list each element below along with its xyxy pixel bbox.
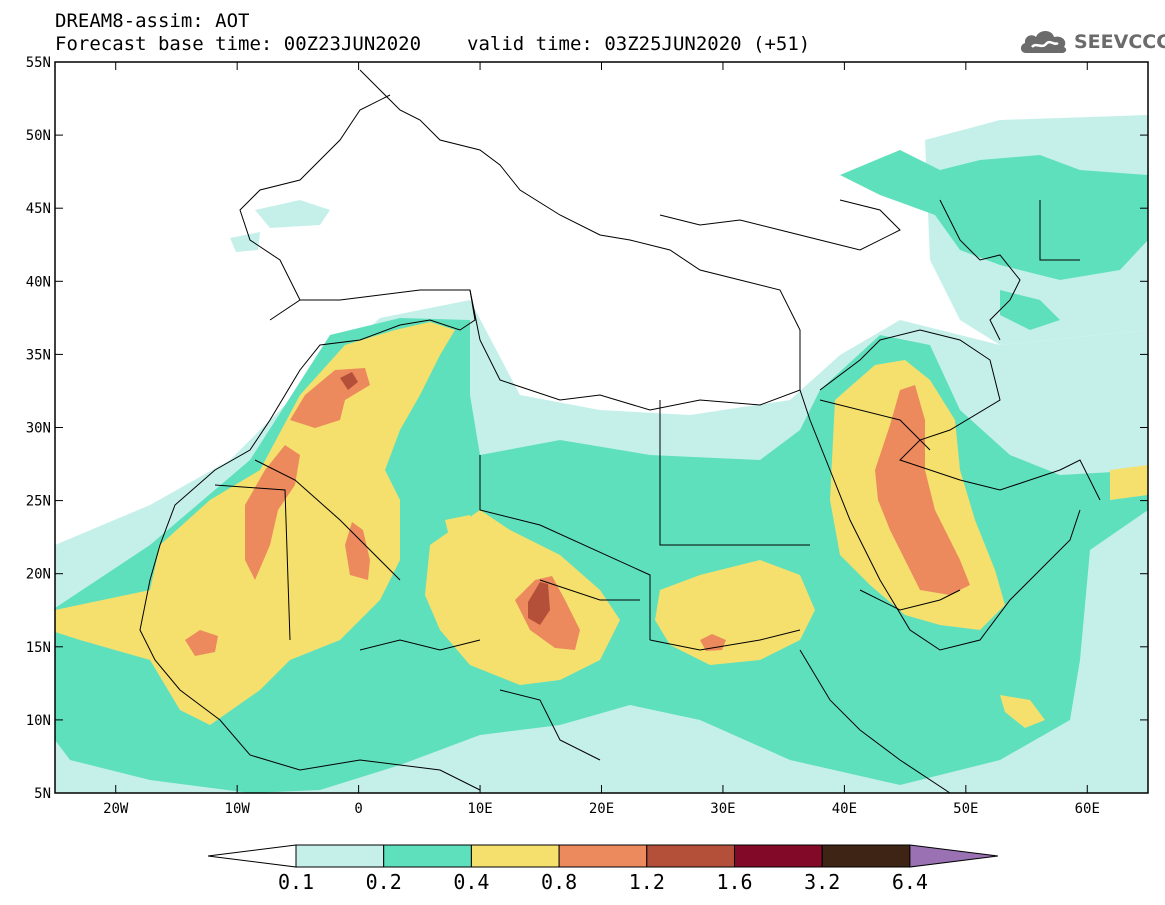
logo-text: SEEVCCC	[1074, 31, 1165, 53]
cloud-icon	[1020, 31, 1067, 53]
lat-tick-label: 30N	[26, 421, 51, 437]
lat-tick-label: 40N	[26, 274, 51, 290]
lon-tick-label: 30E	[710, 801, 735, 817]
colorbar-label: 0.4	[453, 870, 489, 894]
colorbar: 0.1 0.2 0.4 0.8 1.2 1.6 3.2 6.4	[207, 844, 998, 894]
colorbar-label: 1.2	[629, 870, 665, 894]
lon-tick-label: 60E	[1075, 801, 1100, 817]
lon-tick-label: 10E	[467, 801, 492, 817]
lon-tick-label: 20W	[103, 801, 129, 817]
lon-tick-label: 40E	[832, 801, 857, 817]
colorbar-label: 0.2	[366, 870, 402, 894]
lat-tick-label: 20N	[26, 567, 51, 583]
lat-tick-label: 45N	[26, 201, 51, 217]
lon-tick-label: 50E	[953, 801, 978, 817]
lat-tick-label: 50N	[26, 128, 51, 144]
colorbar-box	[470, 844, 560, 868]
aot-level-1.2	[340, 372, 550, 625]
colorbar-box	[558, 844, 648, 868]
lat-tick-label: 25N	[26, 494, 51, 510]
colorbar-label: 0.1	[278, 870, 314, 894]
lat-tick-label: 5N	[34, 786, 51, 802]
seevccc-logo: SEEVCCC	[1018, 25, 1165, 59]
aot-field	[55, 115, 1148, 793]
lat-tick-label: 55N	[26, 55, 51, 71]
colorbar-max-arrow	[909, 844, 998, 868]
colorbar-box	[821, 844, 911, 868]
aot-level-0.4	[55, 322, 1148, 728]
latitude-axis: 55N 50N 45N 40N 35N 30N 25N 20N 15N 10N 5N	[26, 55, 1148, 802]
coastlines	[139, 69, 1101, 793]
lat-tick-label: 10N	[26, 713, 51, 729]
longitude-axis: 20W 10W 0 10E 20E 30E 40E 50E 60E	[103, 62, 1100, 817]
colorbar-label: 3.2	[804, 870, 840, 894]
colorbar-label: 6.4	[892, 870, 928, 894]
base-time: Forecast base time: 00Z23JUN2020	[55, 33, 422, 55]
colorbar-min-arrow	[207, 844, 297, 868]
lon-tick-label: 10W	[225, 801, 251, 817]
aot-level-0.8	[185, 368, 970, 656]
colorbar-label: 1.6	[716, 870, 752, 894]
colorbar-label: 0.8	[541, 870, 577, 894]
map-title: DREAM8-assim: AOT	[55, 10, 250, 32]
lat-tick-label: 35N	[26, 347, 51, 363]
colorbar-box	[646, 844, 735, 868]
lon-tick-label: 20E	[589, 801, 614, 817]
colorbar-box	[295, 844, 385, 868]
colorbar-box	[734, 844, 823, 868]
valid-time: valid time: 03Z25JUN2020 (+51)	[467, 33, 811, 55]
colorbar-box	[383, 844, 472, 868]
lat-tick-label: 15N	[26, 640, 51, 656]
forecast-times: Forecast base time: 00Z23JUN2020 valid ti…	[55, 33, 810, 55]
lon-tick-label: 0	[354, 801, 362, 817]
